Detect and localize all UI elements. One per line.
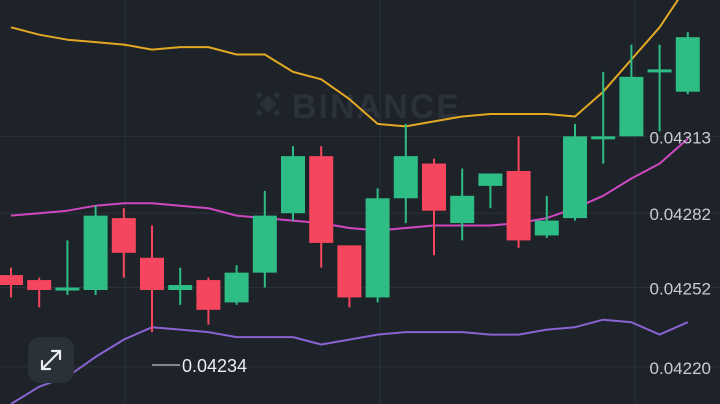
candle-body xyxy=(111,218,136,253)
candle-body xyxy=(619,76,644,137)
price-tick-label: 0.04220 xyxy=(650,359,711,378)
candle-up xyxy=(83,205,108,295)
candle-body xyxy=(591,136,616,140)
candle-up xyxy=(252,190,277,288)
candle-body xyxy=(196,280,221,310)
watermark-diamond xyxy=(273,91,281,99)
candle-body xyxy=(140,257,164,290)
candle-down xyxy=(506,136,531,248)
candle-up xyxy=(224,265,249,305)
candle-body xyxy=(478,173,503,186)
watermark-diamond xyxy=(273,109,281,117)
candle-up xyxy=(450,168,475,241)
candle-body xyxy=(534,220,559,236)
candle-down xyxy=(309,146,334,268)
watermark-text: BINANCE xyxy=(292,88,461,126)
price-tick-label: 0.04282 xyxy=(650,205,711,224)
watermark-diamond xyxy=(255,91,263,99)
candle-down xyxy=(422,158,446,256)
candle-body xyxy=(337,245,362,298)
candle-body xyxy=(224,272,249,303)
candle-up xyxy=(478,173,503,209)
annotations: 0.04234 xyxy=(152,356,247,376)
candle-down xyxy=(140,225,164,333)
candle-body xyxy=(281,156,305,214)
candle-body xyxy=(450,195,475,224)
candle-body xyxy=(55,287,80,291)
price-tick-label: 0.04313 xyxy=(650,128,711,147)
candle-body xyxy=(563,136,587,219)
watermark-logo: BINANCE xyxy=(255,88,461,126)
candle-up xyxy=(675,32,700,95)
candle-body xyxy=(0,275,23,286)
candle-up xyxy=(647,44,672,132)
candle-body xyxy=(647,69,672,73)
candle-body xyxy=(168,285,193,290)
lower-band-line xyxy=(10,318,689,404)
candle-up xyxy=(591,71,616,164)
candles xyxy=(0,32,700,333)
candle-down xyxy=(196,277,221,325)
candle-body xyxy=(365,198,390,298)
candle-up xyxy=(168,267,193,305)
min-price-label: 0.04234 xyxy=(182,356,247,376)
candle-up xyxy=(55,240,80,295)
candle-up xyxy=(563,123,587,221)
candle-body xyxy=(675,37,700,92)
candle-body xyxy=(422,163,446,211)
candle-down xyxy=(27,277,52,308)
candle-body xyxy=(393,156,418,199)
candle-body xyxy=(252,215,277,273)
candle-up xyxy=(393,123,418,224)
candle-down xyxy=(111,208,136,278)
expand-icon xyxy=(38,347,64,373)
candle-up xyxy=(619,44,644,137)
watermark-diamond xyxy=(255,109,263,117)
candle-body xyxy=(506,171,531,241)
watermark-diamond xyxy=(259,95,277,113)
candle-body xyxy=(27,280,52,290)
expand-button[interactable] xyxy=(28,337,74,383)
price-tick-label: 0.04252 xyxy=(650,280,711,299)
upper-band-line xyxy=(10,0,680,128)
candle-up xyxy=(281,146,305,221)
candle-body xyxy=(309,156,334,243)
candle-down xyxy=(0,267,23,298)
candle-down xyxy=(337,245,362,308)
candle-up xyxy=(365,188,390,303)
candle-up xyxy=(534,195,559,238)
candle-body xyxy=(83,215,108,290)
price-axis: 0.04313 0.04282 0.04252 0.04220 xyxy=(650,128,711,378)
